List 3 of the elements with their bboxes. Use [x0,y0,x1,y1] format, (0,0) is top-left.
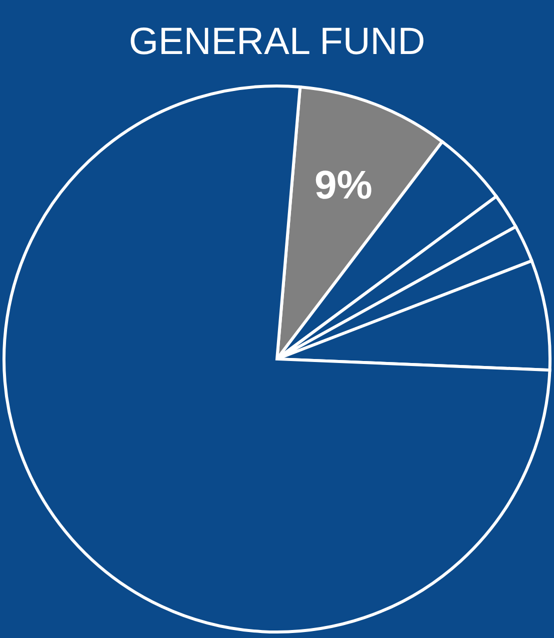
pie-slice [2,84,552,634]
chart-title: GENERAL FUND [128,21,426,63]
data-label: 9% [314,163,372,208]
